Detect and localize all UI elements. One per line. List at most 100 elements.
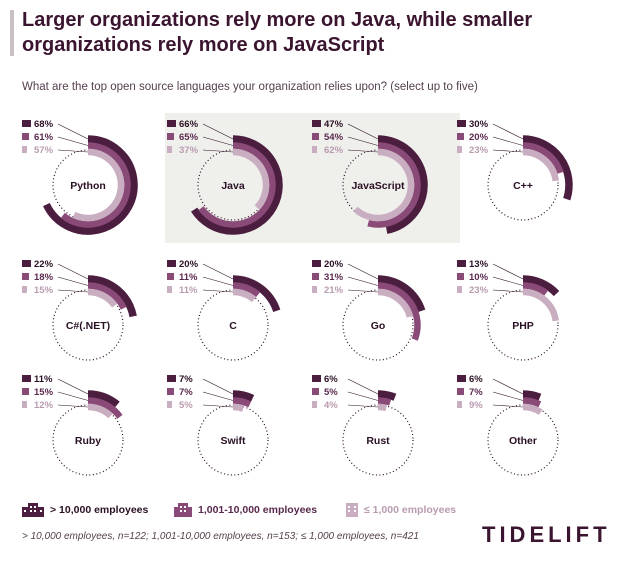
pct-label-small: 21% xyxy=(324,285,344,296)
language-label: Go xyxy=(371,320,386,332)
radial-charts: 68% 61% 57% Python 66% 65% 37% Java 47% 54% 62% Jav… xyxy=(22,113,573,476)
building-medium-icon xyxy=(167,273,174,280)
leader-line xyxy=(492,276,524,286)
arc-medium xyxy=(87,397,123,419)
pct-label-small: 23% xyxy=(469,285,489,296)
leader-line xyxy=(202,378,234,395)
arc-small xyxy=(232,148,270,210)
building-large-icon xyxy=(312,375,321,382)
arc-small xyxy=(353,148,415,222)
leader-line xyxy=(347,149,379,153)
arc-medium xyxy=(87,282,127,310)
leader-line xyxy=(202,123,234,140)
arc-large xyxy=(522,390,542,401)
arc-large xyxy=(377,135,428,234)
arc-small xyxy=(522,403,543,415)
leader-line xyxy=(347,289,379,293)
legend-label-medium: 1,001-10,000 employees xyxy=(198,504,318,516)
building-small-icon xyxy=(22,401,27,408)
pct-label-medium: 61% xyxy=(34,132,54,143)
language-label: C#(.NET) xyxy=(66,320,110,332)
building-small-icon xyxy=(22,146,27,153)
building-medium-icon xyxy=(22,273,29,280)
legend-item-large: > 10,000 employees xyxy=(22,503,148,517)
building-large-icon xyxy=(22,260,31,267)
ring-center-circle xyxy=(342,404,414,476)
arc-large xyxy=(232,275,281,313)
arc-medium xyxy=(60,142,131,228)
arc-small xyxy=(522,288,559,322)
pct-label-small: 5% xyxy=(179,400,193,411)
building-small-icon xyxy=(457,401,462,408)
leader-line xyxy=(492,289,524,293)
leader-line xyxy=(57,289,89,293)
pct-label-small: 9% xyxy=(469,400,483,411)
leader-line xyxy=(202,263,234,280)
pct-label-large: 13% xyxy=(469,259,489,270)
pct-label-large: 20% xyxy=(179,259,199,270)
pct-label-large: 30% xyxy=(469,119,489,130)
arc-medium xyxy=(232,282,261,298)
leader-line xyxy=(57,136,89,146)
leader-line xyxy=(347,276,379,286)
pct-label-large: 7% xyxy=(179,374,193,385)
pct-label-small: 62% xyxy=(324,145,344,156)
building-large-icon xyxy=(457,120,466,127)
arc-large xyxy=(522,135,573,201)
arc-medium xyxy=(522,142,564,174)
arc-large xyxy=(190,135,283,235)
leader-line xyxy=(202,289,234,293)
arc-medium xyxy=(522,397,542,408)
pct-label-large: 6% xyxy=(469,374,483,385)
pct-label-medium: 31% xyxy=(324,272,344,283)
arc-small xyxy=(232,403,245,412)
building-medium-icon xyxy=(312,133,319,140)
leader-line xyxy=(492,123,524,140)
arc-small xyxy=(377,403,388,412)
building-large-icon xyxy=(167,120,176,127)
language-chart-c: 20% 11% 11% C xyxy=(167,259,281,361)
ring-center-circle xyxy=(197,289,269,361)
pct-label-medium: 20% xyxy=(469,132,489,143)
arc-large xyxy=(87,390,120,408)
language-chart-c-net-: 22% 18% 15% C#(.NET) xyxy=(22,259,137,361)
leader-line xyxy=(57,378,89,395)
building-large-icon xyxy=(22,120,31,127)
leader-line xyxy=(202,149,234,153)
leader-line xyxy=(202,404,234,408)
language-chart-ruby: 11% 15% 12% Ruby xyxy=(22,374,124,476)
legend-item-medium: 1,001-10,000 employees xyxy=(174,503,317,517)
building-small-icon xyxy=(22,286,27,293)
leader-line xyxy=(492,149,524,153)
pct-label-small: 57% xyxy=(34,145,54,156)
arc-large xyxy=(42,135,138,235)
language-chart-javascript: 47% 54% 62% JavaScript xyxy=(312,119,428,234)
building-large-icon xyxy=(22,375,31,382)
language-chart-go: 20% 31% 21% Go xyxy=(312,259,426,361)
pct-label-small: 15% xyxy=(34,285,54,296)
pct-label-medium: 10% xyxy=(469,272,489,283)
language-label: Swift xyxy=(220,435,246,447)
pct-label-medium: 54% xyxy=(324,132,344,143)
pct-label-large: 20% xyxy=(324,259,344,270)
building-medium-icon xyxy=(312,388,319,395)
arc-large xyxy=(232,390,255,402)
pct-label-medium: 7% xyxy=(469,387,483,398)
pct-label-medium: 7% xyxy=(179,387,193,398)
language-chart-c-: 30% 20% 23% C++ xyxy=(457,119,573,221)
leader-line xyxy=(492,263,524,280)
language-label: Java xyxy=(221,180,245,192)
building-small-icon xyxy=(346,503,358,517)
building-large-icon xyxy=(167,375,176,382)
leader-line xyxy=(57,149,89,153)
building-large-icon xyxy=(457,260,466,267)
arc-medium xyxy=(232,397,252,408)
building-small-icon xyxy=(312,286,317,293)
building-medium-icon xyxy=(167,388,174,395)
arc-large xyxy=(377,275,426,313)
building-large-icon xyxy=(167,260,176,267)
pct-label-medium: 15% xyxy=(34,387,54,398)
building-small-icon xyxy=(457,286,462,293)
arc-small xyxy=(87,403,113,419)
legend-label-large: > 10,000 employees xyxy=(50,504,149,516)
